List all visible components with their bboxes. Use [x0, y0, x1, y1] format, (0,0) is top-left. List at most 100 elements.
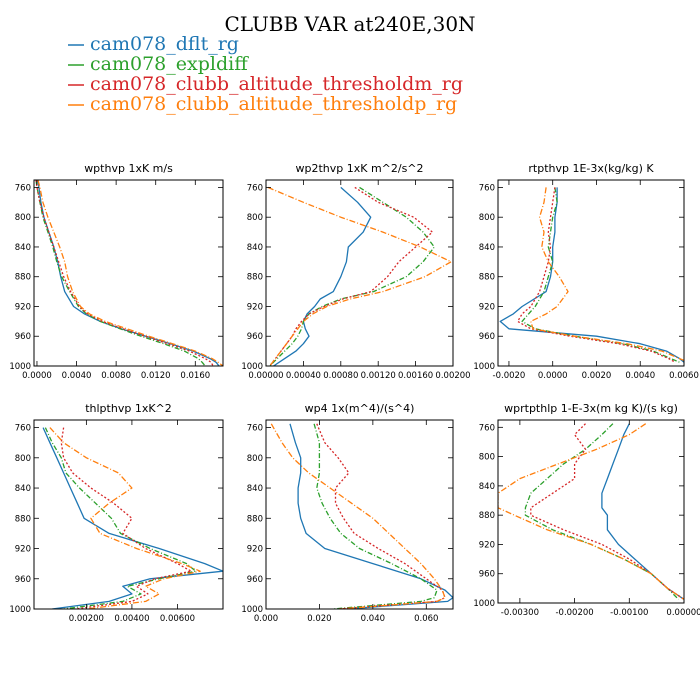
y-tick-label: 840	[15, 484, 31, 494]
y-tick-label: 800	[479, 453, 495, 463]
series-line	[42, 427, 223, 609]
chart-panel: wp4 1x(m^4)/(s^4)76080084088092096010000…	[241, 402, 454, 624]
panel-title: rtpthvp 1E-3x(kg/kg) K	[528, 162, 654, 175]
panel-title: wpthvp 1xK m/s	[84, 162, 173, 175]
series-line	[44, 427, 197, 609]
series-line	[37, 180, 220, 366]
y-tick-label: 880	[15, 514, 31, 524]
chart-panel: wp2thvp 1xK m^2/s^2 760 800 840 880 920 960 100…	[241, 162, 470, 381]
x-tick-label: -0.0020	[493, 371, 526, 381]
series-line	[289, 423, 453, 609]
legend-entry: cam078_clubb_altitude_thresholdp_rg	[68, 93, 457, 115]
series-line	[273, 186, 372, 366]
figure-title: CLUBB VAR at240E,30N	[224, 12, 475, 36]
chart-panel: thlpthvp 1xK^2 760 800 840 880 920 960 1000 0.00…	[9, 402, 224, 624]
x-tick-label: 0.00080	[323, 371, 358, 381]
plot-frame	[33, 419, 224, 610]
x-tick-label: 0.0020	[582, 371, 612, 381]
y-tick-label: 760	[479, 423, 495, 433]
panel-title: wp2thvp 1xK m^2/s^2	[295, 162, 423, 175]
x-tick-label: -0.00300	[501, 608, 539, 618]
series-line	[601, 423, 684, 600]
y-tick-label: 840	[479, 243, 495, 253]
series-line	[313, 423, 438, 609]
chart-panel: wprtpthlp 1-E-3x(m kg K)/(s kg) 760 800 840…	[473, 402, 700, 618]
y-tick-label: 880	[479, 511, 495, 521]
legend-entry: cam078_clubb_altitude_thresholdm_rg	[68, 73, 463, 95]
x-tick-label: 0.00600	[160, 614, 195, 624]
x-tick-label: 0.0080	[101, 371, 131, 381]
y-tick-label: 840	[247, 243, 263, 253]
y-tick-label: 880	[15, 273, 31, 283]
y-tick-label: 800	[15, 454, 31, 464]
y-tick-label: 760	[479, 183, 495, 193]
x-tick-label: 0.00400	[114, 614, 149, 624]
y-tick-label: 1000	[9, 605, 31, 615]
plot-frame	[33, 179, 224, 367]
series-line	[269, 186, 434, 366]
x-tick-label: 0.00040	[286, 371, 321, 381]
y-tick-label: 920	[479, 302, 495, 312]
y-tick-label: 920	[15, 302, 31, 312]
panels: wpthvp 1xK m/s76080084088092096010000.00…	[9, 162, 700, 624]
y-tick-label: 880	[247, 273, 263, 283]
x-tick-label: -0.00200	[555, 608, 593, 618]
panel-title: thlpthvp 1xK^2	[85, 402, 172, 415]
x-tick-label: 0.00000	[666, 608, 700, 618]
y-tick-label: 960	[479, 332, 495, 342]
x-tick-label: -0.00100	[610, 608, 648, 618]
plot-frame	[497, 419, 685, 604]
legend-entry: cam078_dflt_rg	[68, 33, 239, 55]
y-tick-label: 800	[247, 454, 263, 464]
y-tick-label: 960	[15, 575, 31, 585]
chart-panel: rtpthvp 1E-3x(kg/kg) K 760 800 840 880 920 960…	[473, 162, 699, 381]
x-tick-label: 0.0060	[669, 371, 699, 381]
y-tick-label: 880	[247, 514, 263, 524]
series-line	[530, 187, 684, 362]
series-line	[49, 427, 201, 609]
y-tick-label: 960	[15, 332, 31, 342]
y-tick-label: 960	[479, 570, 495, 580]
legend-label: cam078_expldiff	[90, 53, 249, 75]
x-tick-label: 0.040	[361, 614, 385, 624]
panel-title: wp4 1x(m^4)/(s^4)	[305, 402, 415, 415]
y-tick-label: 760	[247, 424, 263, 434]
x-tick-label: 0.0120	[141, 371, 171, 381]
series-line	[530, 423, 684, 600]
x-tick-label: 0.020	[307, 614, 331, 624]
y-tick-label: 1000	[473, 599, 495, 609]
chart-panel: wpthvp 1xK m/s76080084088092096010000.00…	[9, 162, 224, 381]
series-line	[524, 423, 679, 600]
series-line	[35, 180, 206, 366]
plot-frame	[265, 419, 454, 610]
legend-label: cam078_dflt_rg	[90, 33, 239, 55]
series-line	[269, 186, 435, 366]
y-tick-label: 1000	[241, 362, 263, 372]
legend-entry: cam078_expldiff	[68, 53, 249, 75]
y-tick-label: 920	[247, 302, 263, 312]
x-tick-label: 0.00200	[435, 371, 470, 381]
y-tick-label: 960	[247, 575, 263, 585]
series-line	[35, 180, 214, 366]
legend-label: cam078_clubb_altitude_thresholdm_rg	[90, 73, 463, 95]
y-tick-label: 760	[15, 183, 31, 193]
x-tick-label: 0.0000	[538, 371, 568, 381]
y-tick-label: 840	[247, 484, 263, 494]
x-tick-label: 0.0040	[625, 371, 655, 381]
y-tick-label: 800	[247, 213, 263, 223]
plot-frame	[497, 179, 685, 367]
legend-label: cam078_clubb_altitude_thresholdp_rg	[90, 93, 457, 115]
x-tick-label: 0.00200	[69, 614, 104, 624]
y-tick-label: 920	[479, 540, 495, 550]
series-line	[37, 180, 223, 366]
x-tick-label: 0.00120	[361, 371, 396, 381]
y-tick-label: 1000	[241, 605, 263, 615]
legend: cam078_dflt_rgcam078_expldiffcam078_club…	[68, 33, 463, 115]
x-tick-label: 0.00000	[248, 371, 283, 381]
x-tick-label: 0.000	[254, 614, 278, 624]
y-tick-label: 760	[247, 183, 263, 193]
x-tick-label: 0.0160	[180, 371, 210, 381]
y-tick-label: 960	[247, 332, 263, 342]
x-tick-label: 0.060	[414, 614, 438, 624]
